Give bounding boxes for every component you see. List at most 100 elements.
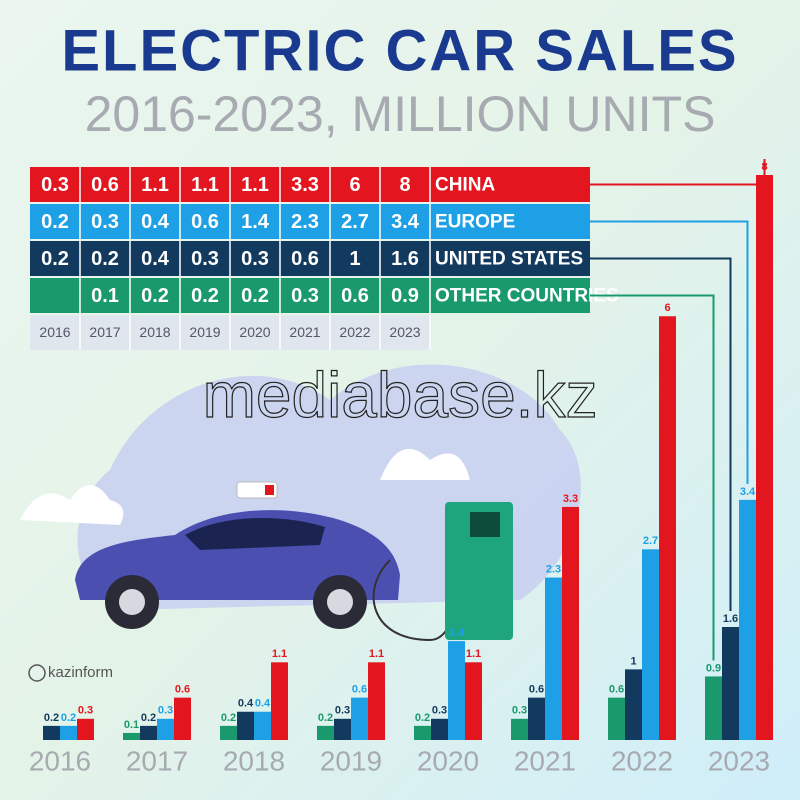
table-value: 2.3	[291, 211, 319, 233]
data-label: 0.6	[609, 684, 624, 696]
x-tick-label: 2017	[126, 745, 188, 776]
table-value: 3.3	[291, 174, 319, 196]
bar	[511, 718, 528, 740]
bar	[608, 697, 625, 740]
table-row	[30, 241, 590, 276]
data-label: 0.2	[61, 712, 76, 724]
table-value: 3.4	[391, 211, 420, 233]
data-label: 0.2	[141, 712, 156, 724]
data-label: 0.3	[512, 705, 527, 717]
bar	[414, 725, 431, 740]
table-value: 0.3	[91, 211, 119, 233]
bar	[756, 175, 773, 740]
bar	[351, 697, 368, 740]
table-year: 2018	[139, 324, 170, 340]
bar	[43, 725, 60, 740]
bar	[642, 549, 659, 740]
x-tick-label: 2023	[708, 745, 770, 776]
charger-screen	[470, 512, 500, 537]
data-label: 1	[630, 655, 636, 667]
table-value: 0.3	[41, 174, 69, 196]
car-window	[185, 517, 325, 550]
bar	[465, 662, 482, 740]
x-tick-label: 2019	[320, 745, 382, 776]
table-value: 0.4	[141, 211, 170, 233]
bar	[739, 499, 756, 740]
data-label: 3.4	[740, 486, 756, 498]
bar	[659, 316, 676, 740]
data-label: 1.4	[449, 627, 465, 639]
data-label: 0.6	[529, 684, 544, 696]
data-label: 1.1	[369, 648, 384, 660]
bar	[368, 662, 385, 740]
connector	[590, 294, 715, 661]
logo-mark	[28, 664, 46, 682]
connector	[590, 220, 749, 484]
table-value: 1.1	[191, 174, 219, 196]
data-label: 0.3	[432, 705, 447, 717]
x-tick-label: 2016	[29, 745, 91, 776]
cloud	[380, 448, 470, 480]
table-value: 2.7	[341, 211, 369, 233]
data-label: 1.1	[272, 648, 287, 660]
table-value: 0.9	[391, 285, 419, 307]
table-row	[30, 167, 590, 202]
table-value: 0.3	[191, 248, 219, 270]
table-year: 2021	[289, 324, 320, 340]
table-value: 0.2	[141, 285, 169, 307]
data-label: 0.3	[78, 705, 93, 717]
table-value: 1.1	[141, 174, 169, 196]
table-value: 8	[399, 174, 410, 196]
chart-subtitle: 2016-2023, MILLION UNITS	[85, 86, 716, 142]
bar	[123, 732, 140, 740]
bar	[334, 718, 351, 740]
bar	[431, 718, 448, 740]
table-year: 2019	[189, 324, 220, 340]
data-label: 1.6	[723, 613, 738, 625]
bar	[545, 577, 562, 740]
watermark: mediabase.kz	[203, 359, 598, 431]
bar	[237, 711, 254, 740]
data-label: 0.3	[158, 705, 173, 717]
table-value: 0.2	[241, 285, 269, 307]
table-year: 2022	[339, 324, 370, 340]
data-label: 0.2	[221, 712, 236, 724]
bar	[528, 697, 545, 740]
table-value: 0.6	[291, 248, 319, 270]
data-label: 2.7	[643, 535, 658, 547]
bar	[174, 697, 191, 740]
table-value: 0.4	[141, 248, 170, 270]
table-row	[30, 204, 590, 239]
legend-entry: CHINA	[435, 175, 495, 196]
x-tick-label: 2022	[611, 745, 673, 776]
cloud	[20, 485, 124, 525]
bar	[317, 725, 334, 740]
bar	[448, 641, 465, 740]
table-year: 2020	[239, 324, 270, 340]
table-year: 2023	[389, 324, 420, 340]
data-label: 2.3	[546, 563, 561, 575]
data-label: 6	[664, 302, 670, 314]
table-value: 0.6	[91, 174, 119, 196]
legend-entry: UNITED STATES	[435, 249, 583, 270]
table-value: 0.1	[91, 285, 119, 307]
legend-entry: EUROPE	[435, 212, 515, 233]
table-value: 0.2	[91, 248, 119, 270]
data-table: 0.3 0.6 1.1 1.1 1.1 3.3 6 8 CHINA 0.2 0.3 0.4 0.6 1.4…	[30, 167, 619, 350]
table-value: 1.4	[241, 211, 270, 233]
table-value: 1	[349, 248, 360, 270]
table-value: 0.3	[241, 248, 269, 270]
table-value: 0.2	[191, 285, 219, 307]
data-label: 0.9	[706, 662, 721, 674]
table-value: 6	[349, 174, 360, 196]
data-label: 0.6	[175, 684, 190, 696]
table-value: 1.1	[241, 174, 269, 196]
bar	[625, 669, 642, 740]
table-row	[30, 278, 590, 313]
x-tick-label: 2018	[223, 745, 285, 776]
data-label: 3.3	[563, 493, 578, 505]
bar	[220, 725, 237, 740]
bar	[271, 662, 288, 740]
